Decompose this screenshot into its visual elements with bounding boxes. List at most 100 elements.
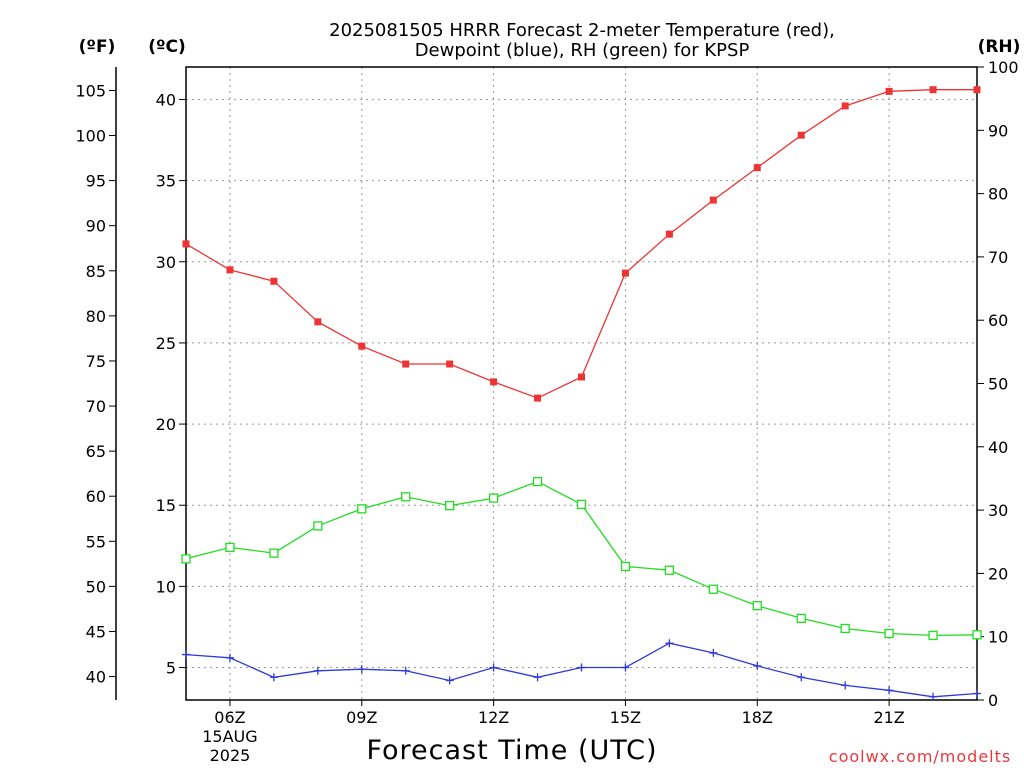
- celsius-tick-label: 10: [156, 577, 176, 596]
- dewpoint-point: [577, 663, 586, 672]
- rh-point: [928, 630, 938, 641]
- rh-point: [620, 561, 631, 572]
- rh-point: [576, 499, 587, 510]
- x-tick-label: 15AUG: [202, 727, 257, 746]
- temperature-point: [885, 87, 893, 95]
- dewpoint-point: [665, 639, 674, 648]
- rh-tick-label: 0: [988, 691, 998, 710]
- dewpoint-point: [225, 653, 234, 662]
- rh-tick-label: 60: [988, 311, 1008, 330]
- chart-title: 2025081505 HRRR Forecast 2-meter Tempera…: [329, 20, 835, 61]
- rh-tick-label: 100: [988, 58, 1019, 77]
- dewpoint-point: [841, 681, 850, 690]
- temperature-point: [929, 86, 937, 94]
- temperature-point: [270, 277, 278, 285]
- celsius-tick-label: 20: [156, 415, 176, 434]
- temperature-point: [578, 373, 585, 381]
- rh-tick-label: 40: [988, 438, 1008, 457]
- rh-point: [488, 493, 499, 503]
- rh-point: [884, 628, 894, 639]
- rh-point: [401, 492, 411, 502]
- fahrenheit-tick-label: 50: [86, 577, 106, 596]
- rh-point: [357, 504, 367, 514]
- fahrenheit-tick-label: 45: [86, 622, 106, 641]
- temperature-point: [797, 131, 805, 139]
- dewpoint-point: [357, 665, 366, 674]
- temperature-point: [358, 342, 366, 350]
- dewpoint-point: [269, 673, 278, 682]
- rh-point: [313, 521, 323, 531]
- fahrenheit-tick-label: 55: [86, 532, 106, 551]
- x-tick-label: 21Z: [873, 708, 904, 727]
- rh-tick-label: 80: [988, 185, 1008, 204]
- x-tick-label: 09Z: [346, 708, 377, 727]
- temperature-point: [402, 360, 410, 368]
- data-series: [181, 86, 982, 701]
- fahrenheit-tick-label: 90: [86, 217, 106, 236]
- dewpoint-point: [182, 650, 190, 659]
- celsius-unit-label: (ºC): [148, 37, 186, 57]
- dewpoint-point: [885, 686, 894, 695]
- dewpoint-point: [445, 676, 454, 685]
- rh-tick-label: 90: [988, 121, 1008, 140]
- fahrenheit-unit-label: (ºF): [79, 37, 116, 57]
- rh-series: [181, 476, 982, 641]
- rh-point: [752, 601, 762, 611]
- celsius-tick-label: 5: [166, 659, 176, 678]
- dewpoint-point: [797, 673, 806, 682]
- dewpoint-point: [929, 692, 938, 701]
- fahrenheit-tick-label: 100: [75, 127, 106, 146]
- temperature-point: [534, 394, 542, 402]
- temperature-point: [314, 318, 322, 326]
- fahrenheit-tick-label: 60: [86, 487, 106, 506]
- rh-point: [796, 613, 806, 623]
- x-tick-label: 06Z: [214, 708, 245, 727]
- rh-tick-label: 50: [988, 375, 1008, 394]
- rh-tick-label: 70: [988, 248, 1008, 267]
- rh-point: [840, 623, 850, 634]
- x-tick-label: 2025: [210, 746, 251, 765]
- temperature-point: [446, 360, 454, 368]
- dewpoint-point: [313, 666, 322, 675]
- dewpoint-point: [973, 689, 981, 698]
- dewpoint-point: [709, 648, 718, 657]
- chart-title-line-2: Dewpoint (blue), RH (green) for KPSP: [415, 40, 750, 61]
- celsius-tick-label: 25: [156, 334, 176, 353]
- rh-tick-label: 30: [988, 501, 1008, 520]
- plot-frame: [185, 66, 978, 701]
- fahrenheit-tick-label: 40: [86, 668, 106, 687]
- dewpoint-point: [489, 663, 498, 672]
- rh-unit-label: (RH): [978, 37, 1021, 57]
- temperature-point: [841, 102, 849, 110]
- rh-point: [664, 565, 675, 575]
- temperature-point: [182, 240, 190, 248]
- rh-tick-label: 20: [988, 564, 1008, 583]
- credit-text: coolwx.com/modelts: [829, 747, 1011, 766]
- celsius-tick-label: 30: [156, 253, 176, 272]
- fahrenheit-tick-label: 65: [86, 442, 106, 461]
- rh-point: [972, 630, 982, 640]
- rh-point: [269, 548, 279, 558]
- dewpoint-point: [533, 673, 542, 682]
- temperature-point: [709, 196, 717, 204]
- fahrenheit-tick-label: 105: [75, 81, 106, 100]
- x-tick-label: 18Z: [742, 708, 773, 727]
- fahrenheit-tick-label: 85: [86, 262, 106, 281]
- celsius-tick-label: 40: [156, 90, 176, 109]
- dewpoint-point: [401, 666, 410, 675]
- temperature-line: [185, 89, 977, 399]
- x-tick-label: 12Z: [478, 708, 509, 727]
- rh-point: [225, 542, 235, 553]
- temperature-point: [490, 378, 498, 386]
- dewpoint-series: [182, 639, 981, 701]
- celsius-tick-label: 15: [156, 496, 176, 515]
- temperature-point: [621, 269, 629, 277]
- chart-title-line-1: 2025081505 HRRR Forecast 2-meter Tempera…: [329, 20, 835, 41]
- fahrenheit-tick-label: 75: [86, 352, 106, 371]
- fahrenheit-tick-label: 80: [86, 307, 106, 326]
- rh-tick-label: 10: [988, 628, 1008, 647]
- fahrenheit-tick-label: 70: [86, 397, 106, 416]
- axis-ticks: 5101520253035404045505560657075808590951…: [75, 58, 1018, 765]
- rh-point: [532, 476, 543, 487]
